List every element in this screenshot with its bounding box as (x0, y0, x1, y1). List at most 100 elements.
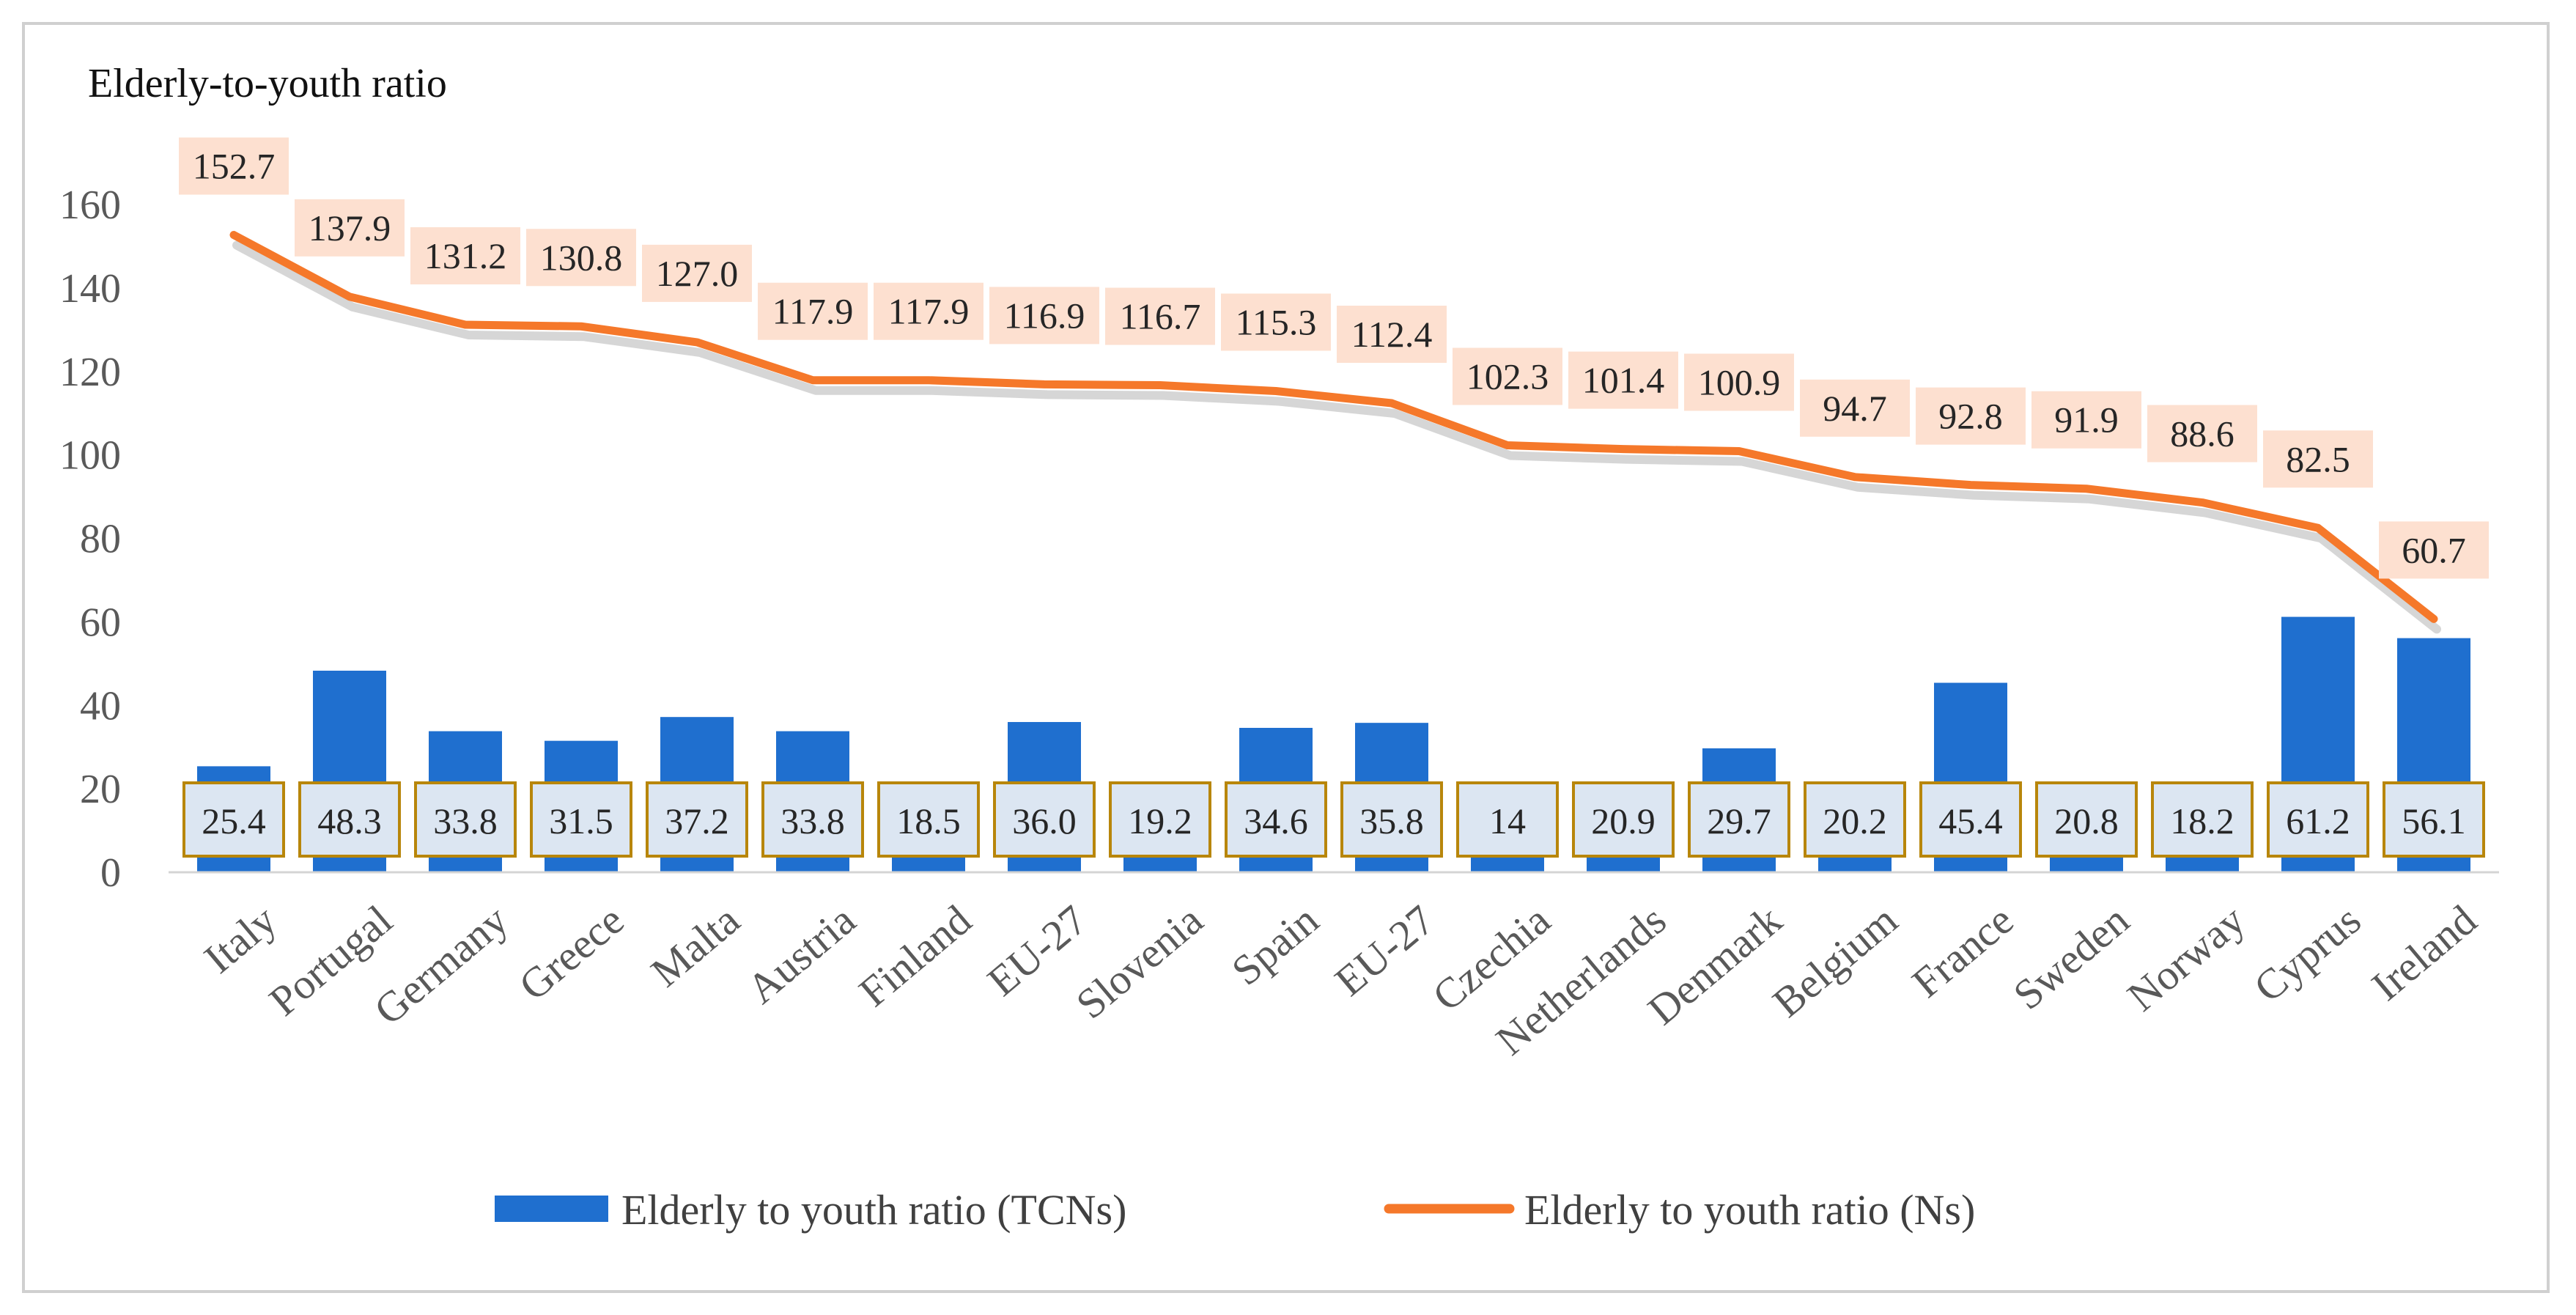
y-tick-label: 0 (100, 850, 121, 896)
legend-bar-swatch (495, 1196, 608, 1222)
line-label-box (1337, 306, 1447, 364)
bar-label-box (1919, 781, 2022, 858)
x-tick-label: Cyprus (2245, 896, 2369, 1012)
line-label-box (410, 226, 520, 284)
bar-data-label: 56.1 (2402, 800, 2466, 841)
line-label-group: 92.8 (1916, 387, 2026, 445)
x-tick-label: Finland (850, 896, 981, 1016)
line-point (1274, 389, 1277, 393)
line-data-label: 100.9 (1698, 362, 1781, 403)
y-tick-label: 160 (59, 183, 121, 228)
line-label-group: 88.6 (2147, 405, 2257, 463)
bar-data-label: 19.2 (1128, 800, 1192, 841)
y-tick-label: 60 (80, 600, 121, 645)
line-label-box (2147, 405, 2257, 463)
line-label-box (526, 229, 636, 287)
bar-label-group: 19.2 (1109, 781, 1211, 858)
bar-label-group: 31.5 (530, 781, 632, 858)
line-label-group: 152.7 (179, 137, 289, 195)
bar-data-label: 20.9 (1591, 800, 1656, 841)
bar-label-group: 14 (1456, 781, 1559, 858)
bar-label-box (2151, 781, 2254, 858)
line-data-label: 60.7 (2402, 529, 2466, 570)
y-tick-label: 40 (80, 683, 121, 729)
line-point (1622, 447, 1625, 451)
legend-line-label: Elderly to youth ratio (Ns) (1524, 1186, 1975, 1234)
bar-data-label: 18.5 (896, 800, 961, 841)
bar-label-group: 33.8 (414, 781, 517, 858)
line-label-group: 101.4 (1568, 351, 1678, 409)
line-point (1738, 449, 1741, 453)
x-tick-label: Ireland (2363, 896, 2486, 1009)
line-data-label: 102.3 (1466, 356, 1549, 397)
bar-data-label: 33.8 (780, 800, 845, 841)
x-tick-label: Austria (738, 896, 865, 1013)
line-label-group: 91.9 (2031, 391, 2141, 449)
bar-label-group: 33.8 (761, 781, 864, 858)
x-tick-label: Spain (1222, 896, 1327, 995)
line-label-box (758, 282, 868, 340)
y-tick-label: 20 (80, 767, 121, 812)
bar-label-box (2035, 781, 2138, 858)
line-series (229, 231, 2438, 623)
bar-label-group: 37.2 (646, 781, 748, 858)
line-point (1853, 475, 1856, 479)
x-tick-label: Denmark (1639, 896, 1790, 1034)
y-tick-label: 140 (59, 266, 121, 312)
line-label-box (1684, 353, 1794, 411)
bar-label-group: 29.7 (1688, 781, 1790, 858)
line-point (2317, 526, 2319, 530)
x-tick-label: Greece (510, 896, 633, 1009)
bar-label-group: 61.2 (2267, 781, 2369, 858)
line-data-label: 115.3 (1236, 302, 1317, 343)
bar-label-box (1456, 781, 1559, 858)
bar-data-label: 20.8 (2054, 800, 2119, 841)
line-point (348, 295, 351, 298)
bar-label-box (1688, 781, 1790, 858)
line-label-group: 131.2 (410, 226, 520, 284)
bar-label-box (646, 781, 748, 858)
line-point (695, 340, 698, 344)
line-point (2201, 501, 2204, 504)
line-label-box (642, 244, 752, 302)
line-data-label: 127.0 (656, 253, 739, 294)
line-label-box (179, 137, 289, 195)
line-label-box (1916, 387, 2026, 445)
bar-label-group: 36.0 (993, 781, 1096, 858)
bar-label-group: 20.9 (1572, 781, 1675, 858)
bar-data-label: 34.6 (1244, 800, 1308, 841)
line-label-group: 130.8 (526, 229, 636, 287)
line-shadow-path (232, 240, 2441, 634)
bar-label-group: 48.3 (298, 781, 401, 858)
bar-data-label: 48.3 (317, 800, 382, 841)
line-data-label: 137.9 (309, 207, 391, 248)
line-point (1159, 383, 1162, 387)
line-label-group: 94.7 (1800, 379, 1910, 437)
line-label-box (989, 287, 1099, 345)
bar-data-label: 35.8 (1359, 800, 1424, 841)
bar-label-box (761, 781, 864, 858)
line-label-group: 100.9 (1684, 353, 1794, 411)
bar-label-box (993, 781, 1096, 858)
line-label-box (1800, 379, 1910, 437)
line-data-label: 91.9 (2054, 399, 2119, 441)
line-data-label: 131.2 (424, 235, 507, 276)
line-point (1390, 402, 1393, 405)
line-data-label: 92.8 (1938, 396, 2003, 437)
line-label-box (2379, 521, 2489, 579)
line-data-label: 117.9 (772, 291, 854, 332)
bar-data-labels: 25.4 48.3 33.8 31.5 37.2 33.8 18.5 36.0 19.2 34.6… (182, 781, 2485, 858)
bar-label-group: 25.4 (182, 781, 285, 858)
y-tick-label: 80 (80, 517, 121, 562)
bar-label-group: 18.5 (877, 781, 980, 858)
bar-data-label: 36.0 (1012, 800, 1077, 841)
line-label-group: 116.9 (989, 287, 1099, 345)
bar-label-box (2383, 781, 2485, 858)
x-tick-label: Sweden (2004, 896, 2138, 1019)
bar-label-box (2267, 781, 2369, 858)
line-label-group: 116.7 (1105, 287, 1215, 345)
bar-data-label: 45.4 (1938, 800, 2003, 841)
bar-label-group: 34.6 (1225, 781, 1327, 858)
line-label-box (1568, 351, 1678, 409)
